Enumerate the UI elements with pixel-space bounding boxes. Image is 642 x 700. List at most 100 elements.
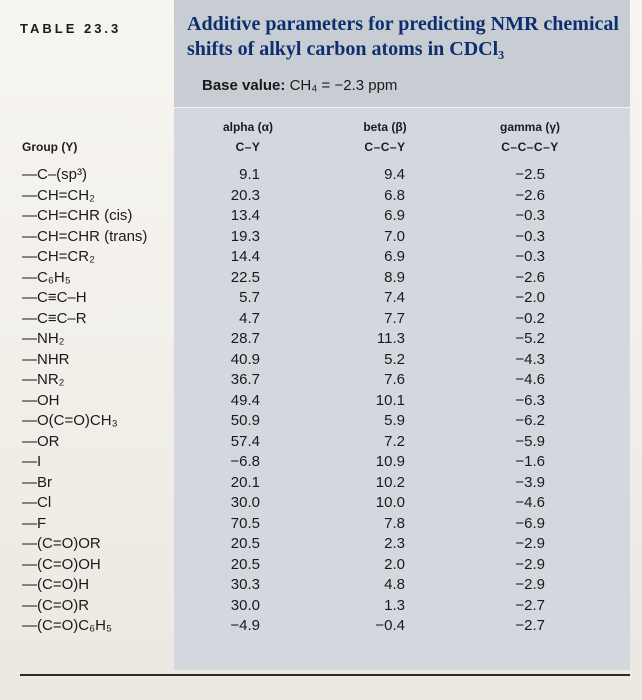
table-title: Additive parameters for predicting NMR c…: [187, 13, 619, 60]
table-row: —O(C=O)CH₃ 50.9 5.9 −6.2: [0, 411, 642, 431]
gamma-cell: −6.9: [515, 514, 545, 532]
table-row: —CH=CHR (cis) 13.4 6.9 −0.3: [0, 206, 642, 226]
group-cell: —Br: [22, 473, 52, 491]
beta-cell: 10.9: [375, 453, 405, 470]
alpha-cell: 40.9: [230, 350, 260, 368]
alpha-cell: 49.4: [230, 391, 260, 409]
beta-cell: 7.4: [384, 289, 405, 306]
group-cell: —NH₂: [22, 330, 65, 347]
gamma-column-header: gamma (γ): [499, 120, 561, 134]
group-cell: —C≡C–H: [22, 289, 87, 306]
group-column-header: Group (Y): [22, 140, 78, 154]
alpha-cell: 30.3: [230, 576, 260, 593]
group-cell: —OR: [22, 432, 60, 450]
gamma-cell: −2.0: [515, 289, 545, 306]
group-cell: —C–(sp³): [22, 166, 88, 183]
gamma-cell: −2.9: [515, 535, 545, 552]
gamma-cell: −5.2: [515, 330, 545, 347]
alpha-column-header: alpha (α): [222, 120, 274, 134]
beta-cell: 9.4: [384, 166, 405, 183]
table-row: —C≡C–H 5.7 7.4 −2.0: [0, 288, 642, 308]
alpha-cell: 28.7: [230, 330, 260, 347]
group-cell: —O(C=O)CH₃: [22, 412, 118, 429]
table-row: —C₆H₅ 22.5 8.9 −2.6: [0, 268, 642, 288]
beta-cell: 7.2: [384, 432, 405, 450]
gamma-cell: −2.7: [515, 596, 545, 614]
beta-cell: 4.8: [384, 576, 405, 593]
beta-cell: 10.1: [375, 391, 405, 409]
beta-cell: 2.0: [384, 555, 405, 573]
alpha-cell: 4.7: [239, 309, 260, 327]
table-row: —(C=O)H 30.3 4.8 −2.9: [0, 575, 642, 595]
table-row: —F 70.5 7.8 −6.9: [0, 514, 642, 534]
beta-cell: 7.8: [384, 514, 405, 532]
group-cell: —CH=CH₂: [22, 186, 95, 204]
table-row: —C≡C–R 4.7 7.7 −0.2: [0, 309, 642, 329]
gamma-cell: −2.9: [515, 576, 545, 593]
table-row: —OH 49.4 10.1 −6.3: [0, 391, 642, 411]
beta-cell: 5.9: [384, 412, 405, 429]
group-cell: —I: [22, 453, 42, 470]
base-value: Base value: CH₄ = −2.3 ppm: [202, 77, 397, 94]
alpha-cell: 20.5: [230, 535, 260, 552]
table-row: —Br 20.1 10.2 −3.9: [0, 473, 642, 493]
alpha-cell: 20.3: [230, 186, 260, 204]
alpha-cell: 19.3: [230, 227, 260, 245]
title-background: [174, 0, 630, 107]
alpha-cell: 36.7: [230, 371, 260, 388]
group-cell: —OH: [22, 391, 60, 409]
gamma-cell: −6.3: [515, 391, 545, 409]
gamma-cell: −2.7: [515, 617, 545, 634]
group-cell: —CH=CR₂: [22, 248, 95, 265]
table-row: —C–(sp³) 9.1 9.4 −2.5: [0, 165, 642, 185]
group-cell: —(C=O)H: [22, 576, 90, 593]
beta-cell: 1.3: [384, 596, 405, 614]
group-cell: —CH=CHR (trans): [22, 227, 148, 245]
gamma-cell: −2.9: [515, 555, 545, 573]
table-row: —I −6.8 10.9 −1.6: [0, 452, 642, 472]
beta-cell: 6.9: [384, 248, 405, 265]
alpha-cell: 20.1: [230, 473, 260, 491]
group-cell: —Cl: [22, 494, 52, 511]
table-shaded-panel: [174, 108, 630, 670]
beta-cell: 8.9: [384, 268, 405, 286]
alpha-cell: 30.0: [230, 596, 260, 614]
base-value-expression: CH₄ = −2.3 ppm: [289, 77, 398, 94]
group-cell: —CH=CHR (cis): [22, 207, 133, 224]
alpha-cell: 57.4: [230, 432, 260, 450]
table-row: —(C=O)R 30.0 1.3 −2.7: [0, 596, 642, 616]
table-label: TABLE 23.3: [20, 21, 122, 36]
group-cell: —C≡C–R: [22, 309, 87, 327]
beta-cell: 10.0: [375, 494, 405, 511]
bottom-rule: [20, 674, 630, 676]
table-row: —CH=CR₂ 14.4 6.9 −0.3: [0, 247, 642, 267]
gamma-cell: −4.6: [515, 371, 545, 388]
alpha-cell: 5.7: [239, 289, 260, 306]
gamma-cell: −0.3: [515, 207, 545, 224]
alpha-cell: −4.9: [230, 617, 260, 634]
group-cell: —(C=O)OH: [22, 555, 101, 573]
alpha-cell: 13.4: [230, 207, 260, 224]
beta-cell: 11.3: [376, 330, 405, 347]
table-row: —NR₂ 36.7 7.6 −4.6: [0, 370, 642, 390]
beta-cell: 6.9: [384, 207, 405, 224]
beta-cell: 7.7: [384, 309, 405, 327]
alpha-cell: 14.4: [230, 248, 260, 265]
alpha-cell: 30.0: [230, 494, 260, 511]
table-row: —CH=CH₂ 20.3 6.8 −2.6: [0, 186, 642, 206]
gamma-cell: −2.6: [515, 268, 545, 286]
gamma-cell: −0.3: [515, 248, 545, 265]
beta-cell: 7.6: [384, 371, 405, 388]
table-row: —NHR 40.9 5.2 −4.3: [0, 350, 642, 370]
group-cell: —F: [22, 514, 47, 532]
gamma-cell: −0.2: [515, 309, 545, 327]
alpha-column-subheader: C–Y: [235, 140, 261, 154]
base-value-label: Base value:: [202, 77, 286, 94]
gamma-column-subheader: C–C–C–Y: [501, 140, 559, 154]
beta-cell: 7.0: [384, 227, 405, 245]
table-row: —(C=O)C₆H₅ −4.9 −0.4 −2.7: [0, 616, 642, 636]
alpha-cell: −6.8: [230, 453, 260, 470]
gamma-cell: −2.5: [515, 166, 545, 183]
beta-cell: 10.2: [375, 473, 405, 491]
